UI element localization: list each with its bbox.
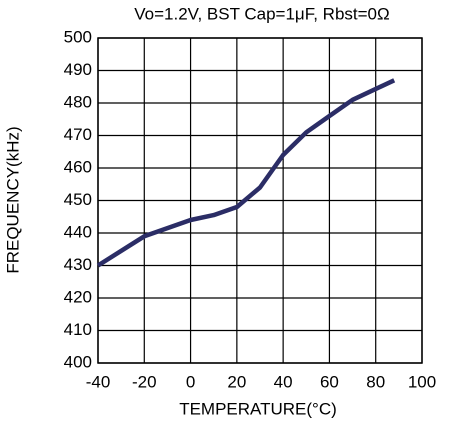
y-tick-label: 420 [64, 287, 92, 306]
y-tick-label: 500 [64, 27, 92, 46]
x-tick-label: 40 [274, 372, 293, 391]
plot-frame [97, 37, 423, 364]
x-tick-label: -40 [86, 372, 111, 391]
y-tick-label: 490 [64, 60, 92, 79]
y-tick-label: 470 [64, 125, 92, 144]
x-tick-label: 100 [408, 372, 436, 391]
x-tick-label: -20 [132, 372, 157, 391]
x-tick-label: 0 [186, 372, 195, 391]
x-tick-label: 20 [227, 372, 246, 391]
chart-title: Vo=1.2V, BST Cap=1μF, Rbst=0Ω [134, 4, 389, 23]
x-tick-label: 60 [320, 372, 339, 391]
x-tick-label: 80 [366, 372, 385, 391]
y-tick-label: 450 [64, 190, 92, 209]
y-tick-label: 440 [64, 222, 92, 241]
y-tick-label: 460 [64, 157, 92, 176]
y-tick-label: 480 [64, 92, 92, 111]
y-tick-label: 400 [64, 352, 92, 371]
data-line [96, 78, 396, 268]
y-axis-label: FREQUENCY(kHz) [3, 126, 22, 273]
x-axis-label: TEMPERATURE(°C) [179, 399, 337, 418]
y-tick-label: 430 [64, 255, 92, 274]
y-tick-label: 410 [64, 320, 92, 339]
